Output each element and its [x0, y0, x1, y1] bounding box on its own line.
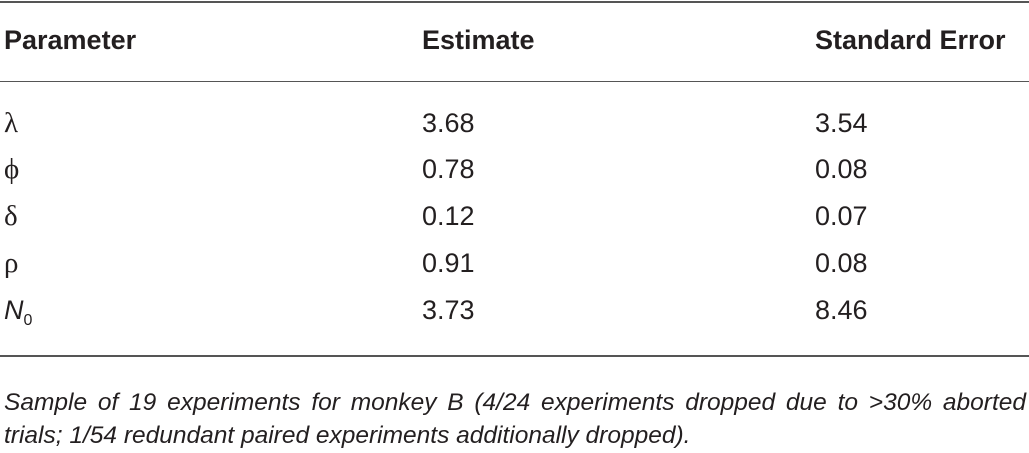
- value-cell: 0.12: [422, 201, 475, 231]
- value-cell: 3.73: [422, 295, 475, 325]
- value-cell: 0.78: [422, 154, 475, 184]
- symbol: N: [4, 295, 24, 325]
- caption: Sample of 19 experiments for monkey B (4…: [4, 389, 1026, 449]
- header-cell: Standard Error: [815, 25, 1006, 55]
- bottom-rule: [0, 355, 1029, 357]
- parameter-cell: ρ: [4, 247, 19, 279]
- header-cell: Parameter: [4, 25, 137, 55]
- header-rule: [0, 81, 1029, 82]
- value-cell: 0.08: [815, 248, 868, 278]
- value-cell: 3.54: [815, 108, 868, 138]
- parameter-cell: δ: [4, 200, 18, 232]
- value-cell: 8.46: [815, 295, 868, 325]
- top-rule: [0, 1, 1029, 3]
- parameter-cell: ϕ: [4, 153, 20, 185]
- header-cell: Estimate: [422, 25, 535, 55]
- parameter-cell: N0: [4, 294, 32, 337]
- subscript: 0: [23, 312, 33, 329]
- value-cell: 0.08: [815, 154, 868, 184]
- parameter-cell: λ: [4, 107, 19, 139]
- value-cell: 0.91: [422, 248, 475, 278]
- value-cell: 0.07: [815, 201, 868, 231]
- value-cell: 3.68: [422, 108, 475, 138]
